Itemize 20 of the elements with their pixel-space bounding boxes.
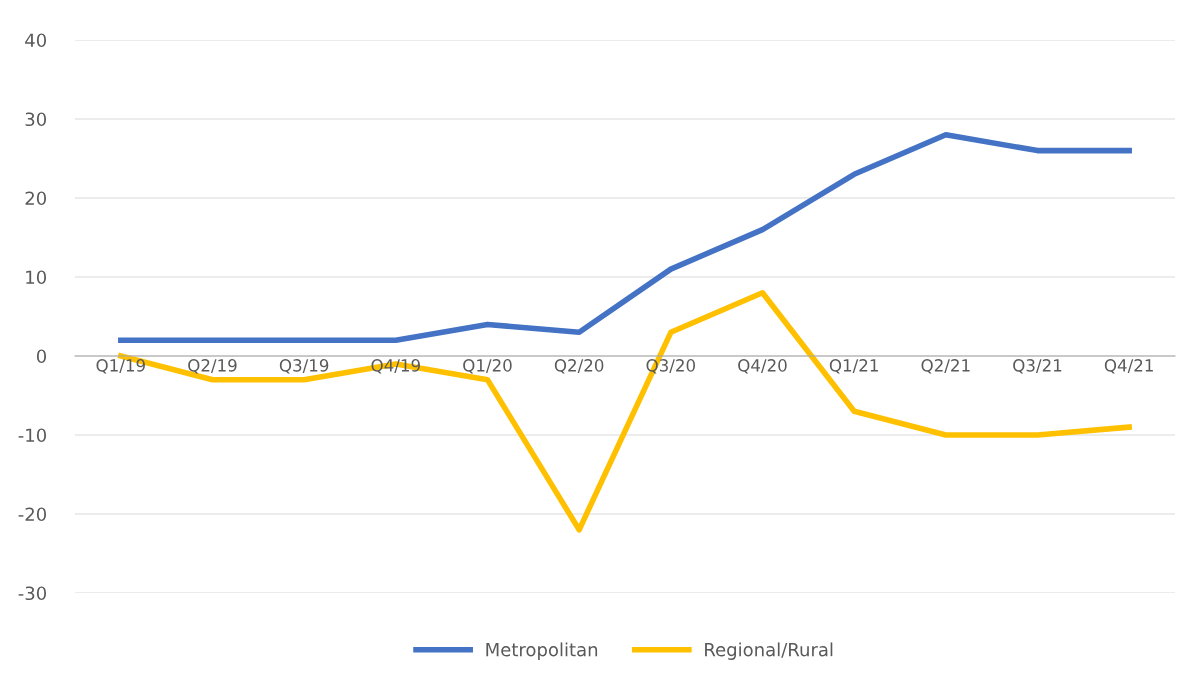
x-tick-label: Q1/19 xyxy=(96,359,145,374)
x-tick-label: Q2/20 xyxy=(554,359,604,374)
y-tick-label: 30 xyxy=(25,112,47,127)
legend-label: Regional/Rural xyxy=(705,642,833,660)
x-tick-label: Q2/21 xyxy=(921,359,970,374)
y-tick-label: 0 xyxy=(36,349,47,364)
x-tick-label: Q1/21 xyxy=(829,359,878,374)
y-tick-label: 40 xyxy=(25,33,47,48)
y-tick-label: -30 xyxy=(18,586,47,601)
legend-label: Metropolitan xyxy=(486,642,598,660)
x-tick-label: Q3/19 xyxy=(279,359,329,374)
x-tick-label: Q3/21 xyxy=(1013,359,1062,374)
x-tick-label: Q1/20 xyxy=(463,359,512,374)
y-tick-label: 20 xyxy=(25,191,47,206)
x-tick-label: Q4/21 xyxy=(1104,359,1153,374)
x-tick-label: Q4/20 xyxy=(738,359,787,374)
y-tick-label: -20 xyxy=(18,507,47,522)
x-tick-label: Q2/19 xyxy=(188,359,237,374)
y-tick-label: 10 xyxy=(26,270,47,285)
y-tick-label: -10 xyxy=(18,428,47,443)
